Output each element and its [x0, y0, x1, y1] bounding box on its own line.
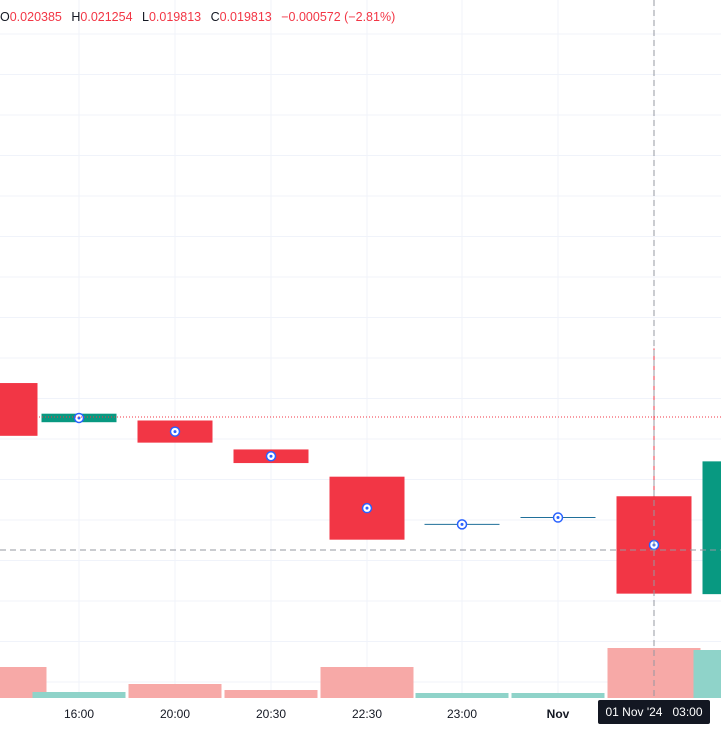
close-marker-dot: [173, 430, 177, 434]
crosshair-time: 03:00: [672, 705, 703, 719]
time-tick: 20:00: [159, 707, 191, 721]
time-tick: 22:30: [351, 707, 383, 721]
volume-bar: [128, 684, 222, 698]
close-marker-dot: [269, 454, 273, 458]
time-tick: 23:00: [446, 707, 478, 721]
candle-body: [702, 461, 721, 595]
volume-bar: [320, 667, 414, 698]
volume-bar: [224, 690, 318, 698]
ohlc-legend: O0.020385 H0.021254 L0.019813 C0.019813 …: [0, 10, 401, 26]
close-marker-dot: [460, 522, 464, 526]
close-marker-dot: [556, 516, 560, 520]
crosshair-date: 01 Nov '24: [605, 705, 663, 719]
open-key: O: [0, 10, 10, 24]
time-tick: 20:30: [255, 707, 287, 721]
crosshair-time-label: 01 Nov '24 03:00: [598, 700, 710, 724]
close-key: C: [210, 10, 220, 24]
volume-bar: [693, 650, 721, 698]
open-value: 0.020385: [9, 10, 62, 24]
time-tick-month: Nov: [546, 707, 570, 721]
close-value: 0.019813: [219, 10, 272, 24]
volume-bar: [32, 692, 126, 698]
time-tick: 16:00: [63, 707, 95, 721]
low-key: L: [142, 10, 149, 24]
volume-bar: [511, 693, 605, 698]
change-value: −0.000572 (−2.81%): [281, 10, 396, 24]
volume-bar: [415, 693, 509, 698]
close-marker-dot: [365, 506, 369, 510]
low-value: 0.019813: [148, 10, 202, 24]
high-key: H: [71, 10, 81, 24]
candle-body: [0, 383, 38, 436]
high-value: 0.021254: [80, 10, 133, 24]
